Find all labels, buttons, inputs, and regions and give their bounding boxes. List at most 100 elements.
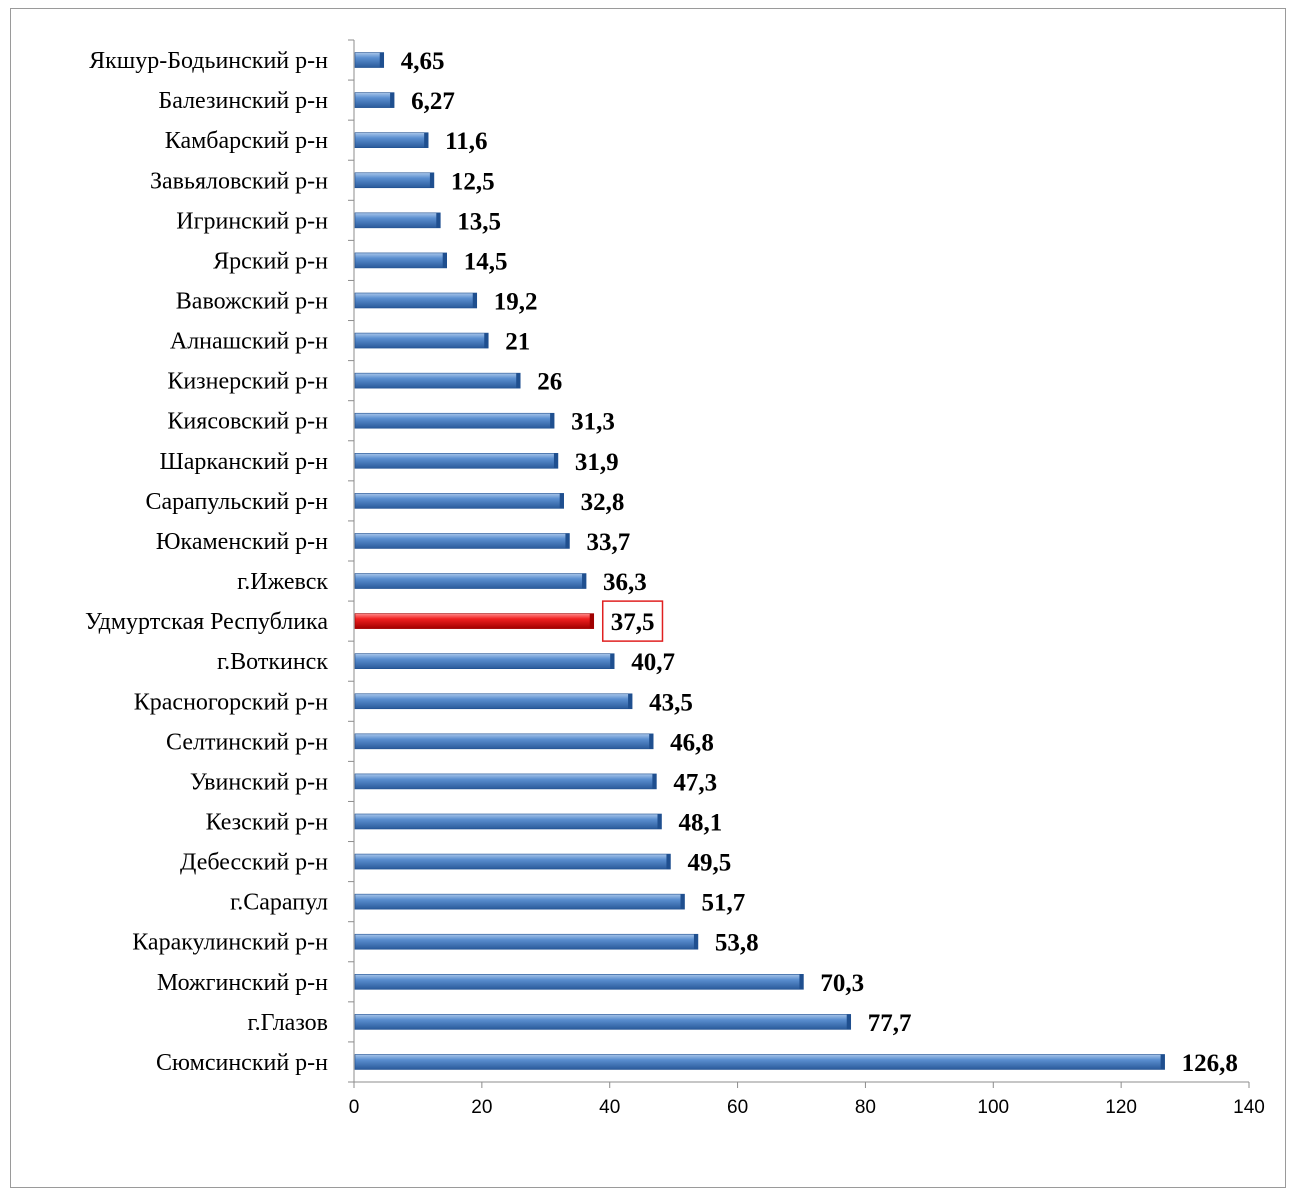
highlight-value-box bbox=[601, 600, 664, 642]
value-label: 19,2 bbox=[494, 289, 538, 316]
bar bbox=[354, 813, 662, 830]
bar-end-cap bbox=[429, 172, 434, 188]
bar-end-cap bbox=[649, 733, 654, 749]
bar-end-cap bbox=[436, 212, 441, 228]
bar-end-cap bbox=[628, 693, 633, 709]
bar-end-cap bbox=[657, 814, 662, 829]
bar-end-cap bbox=[610, 653, 615, 669]
bar-end-cap bbox=[390, 92, 395, 108]
value-label: 49,5 bbox=[687, 850, 731, 877]
bar bbox=[354, 853, 671, 870]
bar-end-cap bbox=[582, 573, 587, 589]
bar-end-cap bbox=[550, 413, 555, 429]
bar bbox=[354, 172, 435, 189]
category-label: г.Ижевск bbox=[237, 569, 328, 595]
value-label: 26 bbox=[537, 369, 562, 396]
x-tick-label: 100 bbox=[977, 1097, 1009, 1118]
bar bbox=[354, 453, 559, 469]
value-label: 11,6 bbox=[445, 128, 487, 155]
value-label: 31,9 bbox=[575, 449, 619, 476]
value-label: 53,8 bbox=[715, 930, 759, 957]
category-label: Юкаменский р-н bbox=[156, 529, 328, 555]
category-label: г.Сарапул bbox=[230, 890, 328, 916]
plot-area: 0 20 40 60 80 100 120 140 Якшур-Бодьинский р-н 4,… bbox=[85, 39, 1265, 1118]
category-label: Алнашский р-н bbox=[170, 329, 328, 355]
bar bbox=[354, 372, 521, 389]
x-tick-label: 120 bbox=[1105, 1097, 1137, 1118]
bar bbox=[354, 573, 587, 589]
bar-end-cap bbox=[693, 934, 698, 950]
x-tick-label: 60 bbox=[727, 1097, 748, 1118]
bar bbox=[354, 693, 633, 710]
category-label: Вавожский р-н bbox=[176, 289, 328, 315]
bar bbox=[354, 1054, 1165, 1070]
bar bbox=[354, 92, 395, 108]
category-label: Дебесский р-н bbox=[180, 850, 328, 876]
bar bbox=[354, 412, 555, 429]
category-label: Балезинский р-н bbox=[158, 88, 328, 114]
bar bbox=[354, 733, 654, 750]
bar bbox=[354, 974, 804, 990]
value-label: 31,3 bbox=[571, 409, 615, 436]
category-label: г.Глазов bbox=[247, 1010, 328, 1036]
bar bbox=[354, 533, 570, 549]
value-label: 32,8 bbox=[581, 489, 625, 516]
category-label: Каракулинский р-н bbox=[132, 930, 328, 956]
bar bbox=[354, 252, 447, 269]
value-label: 48,1 bbox=[678, 810, 722, 837]
value-label: 14,5 bbox=[464, 248, 508, 275]
value-label: 77,7 bbox=[868, 1010, 912, 1037]
x-tick-label: 20 bbox=[471, 1097, 492, 1118]
category-label: Камбарский р-н bbox=[165, 128, 328, 154]
value-label: 13,5 bbox=[457, 208, 501, 235]
category-label: Завьяловский р-н bbox=[150, 168, 328, 194]
bar-end-cap bbox=[666, 854, 671, 870]
bar bbox=[354, 653, 615, 669]
category-label: Якшур-Бодьинский р-н bbox=[89, 48, 328, 74]
x-tick-label: 80 bbox=[855, 1097, 876, 1118]
value-label: 6,27 bbox=[411, 88, 455, 115]
x-tick-label: 0 bbox=[349, 1097, 360, 1118]
bar-end-cap bbox=[799, 974, 804, 990]
x-tick-label: 140 bbox=[1233, 1097, 1265, 1118]
bar-end-cap bbox=[1160, 1054, 1165, 1070]
bar-end-cap bbox=[379, 52, 384, 68]
bar-end-cap bbox=[680, 894, 685, 910]
bar bbox=[354, 212, 441, 229]
value-label: 70,3 bbox=[820, 970, 864, 997]
bar-end-cap bbox=[553, 453, 558, 469]
value-label: 43,5 bbox=[649, 689, 693, 716]
value-label: 21 bbox=[505, 329, 530, 356]
bar-end-cap bbox=[472, 293, 477, 308]
x-tick-label: 40 bbox=[599, 1097, 620, 1118]
category-label: Кезский р-н bbox=[206, 810, 329, 836]
bar-end-cap bbox=[652, 773, 657, 789]
bar-end-cap bbox=[424, 132, 429, 148]
value-label: 47,3 bbox=[673, 769, 717, 796]
category-label: Киясовский р-н bbox=[167, 409, 328, 435]
bar bbox=[354, 493, 564, 509]
category-label: г.Воткинск bbox=[217, 649, 328, 675]
bar bbox=[354, 132, 429, 148]
value-label: 12,5 bbox=[451, 168, 495, 195]
category-label: Селтинский р-н bbox=[166, 729, 328, 755]
bar-end-cap bbox=[559, 493, 564, 509]
value-label: 46,8 bbox=[670, 729, 714, 756]
bar-end-cap bbox=[484, 333, 489, 349]
category-label: Шарканский р-н bbox=[160, 449, 329, 475]
category-label: Кизнерский р-н bbox=[167, 369, 328, 395]
value-label: 4,65 bbox=[401, 48, 445, 75]
value-label: 36,3 bbox=[603, 569, 647, 596]
bar bbox=[354, 292, 478, 309]
bar bbox=[354, 332, 489, 349]
category-label: Удмуртская Республика bbox=[85, 609, 328, 635]
category-label: Увинский р-н bbox=[190, 769, 328, 795]
category-label: Игринский р-н bbox=[176, 208, 328, 234]
bar bbox=[354, 52, 385, 68]
bar bbox=[354, 893, 685, 910]
bar-highlighted bbox=[354, 613, 595, 629]
category-label: Красногорский р-н bbox=[134, 689, 328, 715]
value-label: 40,7 bbox=[631, 649, 675, 676]
category-label: Сюмсинский р-н bbox=[156, 1050, 328, 1076]
